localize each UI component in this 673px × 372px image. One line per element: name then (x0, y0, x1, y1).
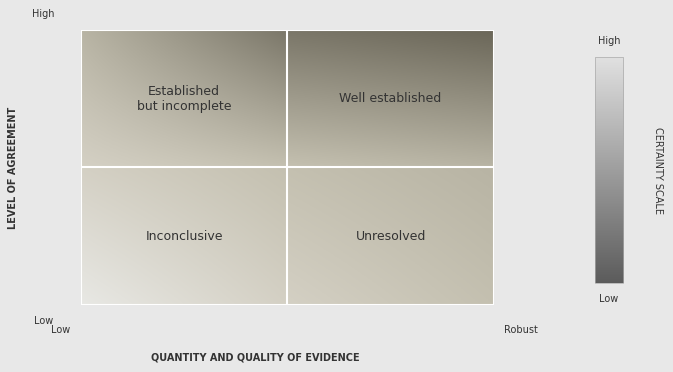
Text: Low: Low (34, 316, 53, 326)
Text: Unresolved: Unresolved (355, 230, 426, 243)
Text: LEVEL OF AGREEMENT: LEVEL OF AGREEMENT (9, 106, 18, 228)
Text: CERTAINTY SCALE: CERTAINTY SCALE (653, 126, 663, 214)
Text: Low: Low (600, 294, 618, 304)
Text: High: High (598, 36, 621, 46)
Text: Established
but incomplete: Established but incomplete (137, 84, 232, 113)
Text: Well established: Well established (339, 92, 441, 105)
Text: High: High (32, 9, 55, 19)
Text: Low: Low (51, 325, 71, 335)
Text: QUANTITY AND QUALITY OF EVIDENCE: QUANTITY AND QUALITY OF EVIDENCE (151, 352, 360, 362)
Text: Inconclusive: Inconclusive (145, 230, 223, 243)
Text: Robust: Robust (504, 325, 538, 335)
